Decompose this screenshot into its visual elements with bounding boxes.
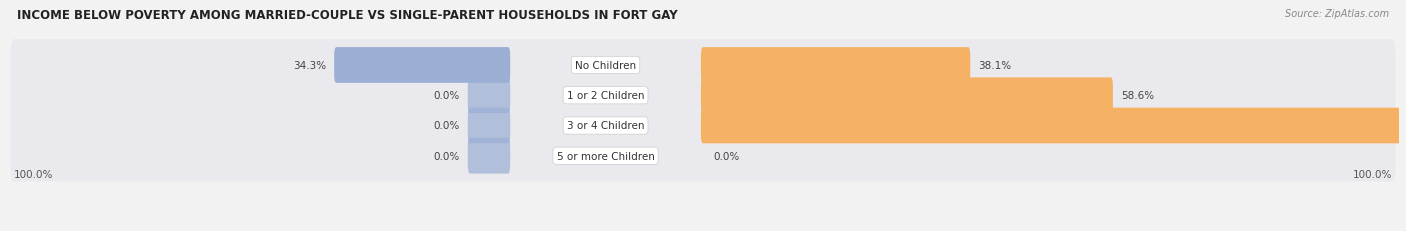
Text: 58.6%: 58.6% <box>1121 91 1154 101</box>
Text: 100.0%: 100.0% <box>14 170 53 179</box>
FancyBboxPatch shape <box>468 78 510 114</box>
Text: 3 or 4 Children: 3 or 4 Children <box>567 121 644 131</box>
FancyBboxPatch shape <box>702 78 1114 114</box>
FancyBboxPatch shape <box>702 48 970 83</box>
Text: 38.1%: 38.1% <box>979 61 1012 71</box>
Text: 5 or more Children: 5 or more Children <box>557 151 655 161</box>
Text: 0.0%: 0.0% <box>433 121 460 131</box>
FancyBboxPatch shape <box>10 70 1396 122</box>
FancyBboxPatch shape <box>335 48 510 83</box>
Text: Source: ZipAtlas.com: Source: ZipAtlas.com <box>1285 9 1389 19</box>
Text: 100.0%: 100.0% <box>1353 170 1392 179</box>
Text: INCOME BELOW POVERTY AMONG MARRIED-COUPLE VS SINGLE-PARENT HOUSEHOLDS IN FORT GA: INCOME BELOW POVERTY AMONG MARRIED-COUPL… <box>17 9 678 22</box>
FancyBboxPatch shape <box>10 100 1396 152</box>
Text: 0.0%: 0.0% <box>713 151 740 161</box>
Text: 1 or 2 Children: 1 or 2 Children <box>567 91 644 101</box>
FancyBboxPatch shape <box>468 108 510 144</box>
Text: 0.0%: 0.0% <box>433 151 460 161</box>
Text: 34.3%: 34.3% <box>292 61 326 71</box>
FancyBboxPatch shape <box>10 131 1396 182</box>
FancyBboxPatch shape <box>10 40 1396 91</box>
FancyBboxPatch shape <box>468 138 510 174</box>
Text: No Children: No Children <box>575 61 636 71</box>
FancyBboxPatch shape <box>702 108 1400 144</box>
Text: 0.0%: 0.0% <box>433 91 460 101</box>
